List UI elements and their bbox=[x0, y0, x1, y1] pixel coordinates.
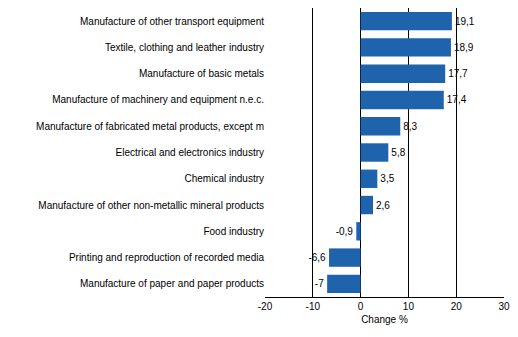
svg-text:Manufacture of basic metals: Manufacture of basic metals bbox=[139, 68, 264, 79]
svg-text:Printing and reproduction of r: Printing and reproduction of recorded me… bbox=[69, 252, 265, 263]
svg-text:Manufacture of paper and paper: Manufacture of paper and paper products bbox=[80, 278, 264, 289]
svg-text:Manufacture of other transport: Manufacture of other transport equipment bbox=[80, 16, 264, 27]
svg-text:-10: -10 bbox=[306, 301, 321, 312]
svg-text:-6,6: -6,6 bbox=[308, 252, 326, 263]
svg-text:Textile, clothing and leather: Textile, clothing and leather industry bbox=[105, 42, 264, 53]
svg-text:Change %: Change % bbox=[361, 314, 408, 325]
svg-text:Food industry: Food industry bbox=[203, 226, 264, 237]
svg-text:8,3: 8,3 bbox=[403, 121, 417, 132]
svg-text:18,9: 18,9 bbox=[454, 42, 474, 53]
svg-text:3,5: 3,5 bbox=[380, 173, 394, 184]
svg-text:Manufacture of machinery and e: Manufacture of machinery and equipment n… bbox=[52, 94, 264, 105]
svg-text:17,7: 17,7 bbox=[448, 68, 468, 79]
svg-text:0: 0 bbox=[358, 301, 364, 312]
svg-text:2,6: 2,6 bbox=[376, 200, 390, 211]
svg-text:5,8: 5,8 bbox=[391, 147, 405, 158]
svg-text:-0,9: -0,9 bbox=[336, 226, 354, 237]
svg-text:30: 30 bbox=[498, 301, 510, 312]
svg-text:Manufacture of fabricated meta: Manufacture of fabricated metal products… bbox=[36, 121, 264, 132]
svg-text:17,4: 17,4 bbox=[447, 94, 467, 105]
svg-text:-20: -20 bbox=[258, 301, 273, 312]
svg-text:Electrical and electronics ind: Electrical and electronics industry bbox=[116, 147, 264, 158]
svg-text:Chemical industry: Chemical industry bbox=[185, 173, 264, 184]
svg-text:-7: -7 bbox=[315, 278, 324, 289]
svg-text:Manufacture of other non-metal: Manufacture of other non-metallic minera… bbox=[38, 200, 264, 211]
svg-text:10: 10 bbox=[403, 301, 415, 312]
svg-text:19,1: 19,1 bbox=[455, 16, 475, 27]
svg-text:20: 20 bbox=[451, 301, 463, 312]
